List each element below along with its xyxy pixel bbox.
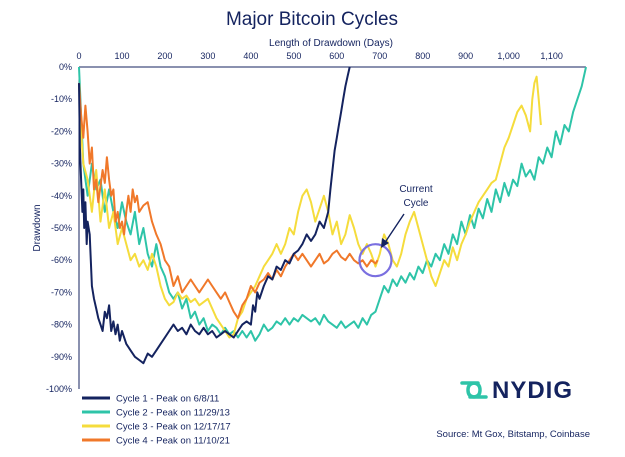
series-line-2 bbox=[78, 75, 542, 339]
x-tick-label: 600 bbox=[329, 51, 344, 61]
current-cycle-highlight bbox=[358, 243, 393, 278]
y-tick-label: -50% bbox=[51, 223, 72, 233]
series-lines bbox=[78, 66, 587, 365]
y-tick-label: -20% bbox=[51, 126, 72, 136]
legend-label: Cycle 4 - Peak on 11/10/21 bbox=[116, 436, 230, 447]
legend-label: Cycle 1 - Peak on 6/8/11 bbox=[116, 394, 219, 405]
y-tick-label: -10% bbox=[51, 94, 72, 104]
x-tick-label: 1,000 bbox=[497, 51, 520, 61]
y-tick-label: -80% bbox=[51, 320, 72, 330]
series-line-4 bbox=[78, 66, 351, 365]
y-axis-title: Drawdown bbox=[32, 204, 43, 251]
y-tick-label: -60% bbox=[51, 255, 72, 265]
chart-title: Major Bitcoin Cycles bbox=[226, 9, 398, 30]
x-tick-label: 1,100 bbox=[540, 51, 563, 61]
series-line-3 bbox=[78, 83, 379, 320]
x-axis-title: Length of Drawdown (Days) bbox=[269, 38, 393, 49]
legend-label: Cycle 2 - Peak on 11/29/13 bbox=[116, 408, 230, 419]
x-tick-label: 800 bbox=[415, 51, 430, 61]
y-tick-label: -40% bbox=[51, 191, 72, 201]
x-tick-label: 400 bbox=[243, 51, 258, 61]
nydig-logo: NYDIG bbox=[460, 377, 573, 404]
legend: Cycle 1 - Peak on 6/8/11 Cycle 2 - Peak o… bbox=[82, 394, 231, 447]
annotation-arrowhead bbox=[381, 238, 389, 248]
x-tick-labels: 0 100 200 300 400 500 600 700 800 900 1,000 1,100 bbox=[76, 51, 562, 61]
x-tick-label: 500 bbox=[286, 51, 301, 61]
x-tick-label: 300 bbox=[200, 51, 215, 61]
x-tick-label: 0 bbox=[76, 51, 81, 61]
y-tick-label: 0% bbox=[59, 62, 72, 72]
y-tick-label: -100% bbox=[46, 384, 72, 394]
legend-label: Cycle 3 - Peak on 12/17/17 bbox=[116, 422, 231, 433]
y-tick-label: -30% bbox=[51, 159, 72, 169]
brand-name: NYDIG bbox=[492, 377, 573, 404]
nydig-logo-mark bbox=[460, 381, 488, 399]
series-line-1 bbox=[78, 66, 587, 342]
annotation-line1: Current bbox=[399, 184, 433, 195]
annotation-arrow bbox=[383, 213, 405, 245]
y-tick-label: -90% bbox=[51, 352, 72, 362]
x-tick-label: 700 bbox=[372, 51, 387, 61]
annotation-line2: Cycle bbox=[403, 198, 428, 209]
x-tick-label: 100 bbox=[114, 51, 129, 61]
y-tick-labels: 0% -10% -20% -30% -40% -50% -60% -70% -80% -90% -1… bbox=[46, 62, 72, 394]
y-tick-label: -70% bbox=[51, 287, 72, 297]
x-tick-label: 900 bbox=[458, 51, 473, 61]
source-text: Source: Mt Gox, Bitstamp, Coinbase bbox=[436, 429, 590, 440]
x-tick-label: 200 bbox=[157, 51, 172, 61]
